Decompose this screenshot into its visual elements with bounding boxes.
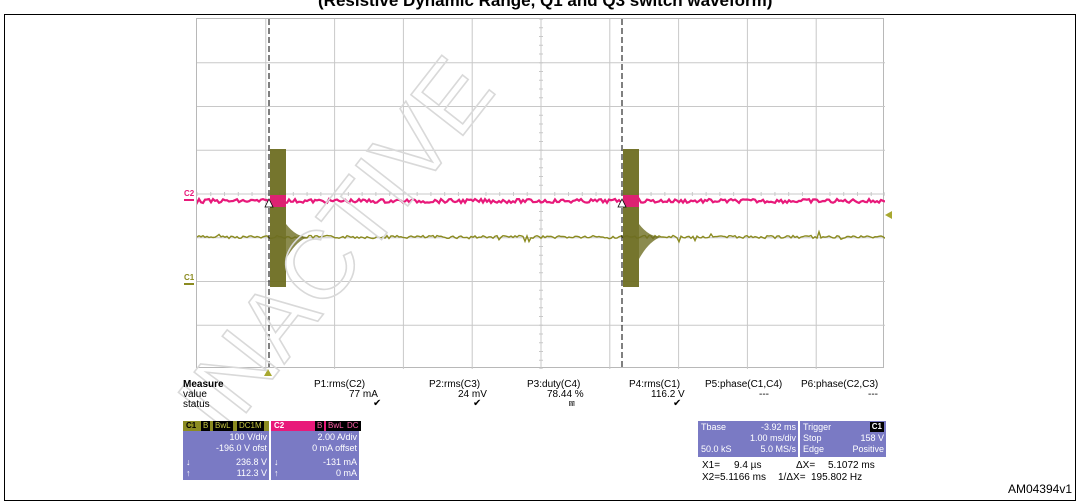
channel-c2-marker: C2 [184, 189, 194, 198]
c1-burst-tail [286, 224, 308, 259]
timebase-samples: 50.0 kS [701, 444, 732, 454]
channel-c2-marker-line [184, 199, 194, 201]
cursor-dx-label: ΔX= [796, 460, 815, 471]
c2-down-arrow-icon: ↓ [274, 457, 279, 467]
trigger-label: Trigger [803, 422, 831, 432]
measure-p1-status: ✔ [373, 398, 381, 409]
c1-tag-b: B [201, 421, 210, 431]
c2-tag-bwl: BwL [326, 421, 346, 431]
trigger-type: Edge [803, 444, 824, 454]
figure-id: AM04394v1 [1008, 482, 1072, 496]
c2-adiv: 2.00 A/div [317, 432, 357, 442]
trigger-level-arrow-icon [885, 211, 892, 219]
timebase-label: Tbase [701, 422, 726, 432]
measure-p4-status: ✔ [673, 398, 681, 409]
oscilloscope-screen [196, 18, 884, 368]
measure-p5-name: P5:phase(C1,C4) [705, 379, 782, 390]
cursor-x1-label: X1= [702, 460, 720, 471]
measure-row-label-status: status [183, 399, 210, 410]
c2-tag-dc: DC [345, 421, 361, 431]
c2-offset: 0 mA offset [312, 443, 357, 453]
channel-c1-marker: C1 [184, 273, 194, 282]
measure-p3-value: 78.44 % [547, 389, 584, 400]
c1-panel-label: C1 [184, 421, 198, 431]
timebase-panel[interactable]: Tbase -3.92 ms 1.00 ms/div 50.0 kS 5.0 M… [698, 421, 798, 457]
timebase-delay: -3.92 ms [761, 422, 796, 432]
c1-settings-panel[interactable]: C1 B BwL DC1M 100 V/div -196.0 V ofst ↓ … [183, 421, 269, 480]
c1-burst-tail [639, 224, 661, 259]
cursor-x2-value: 5.1166 ms [720, 472, 766, 483]
waveform-plot [197, 19, 885, 369]
c2-tag-b: B [315, 421, 324, 431]
cursor-inv-label: 1/ΔX= [778, 472, 806, 483]
channel-c1-marker-line [184, 283, 194, 285]
c2-panel-label: C2 [272, 421, 286, 431]
c1-down-arrow-icon: ↓ [186, 457, 191, 467]
c1-offset: -196.0 V ofst [216, 443, 267, 453]
c2-up-arrow-icon: ↑ [274, 468, 279, 478]
trigger-mode: Stop [803, 433, 822, 443]
trigger-panel[interactable]: Trigger C1 Stop 158 V Edge Positive [800, 421, 886, 457]
c2-up-value: 0 mA [336, 468, 357, 478]
measure-p5-value: --- [759, 389, 769, 400]
cursor-x2-label: X2= [702, 472, 720, 483]
timebase-rate: 5.0 MS/s [760, 444, 796, 454]
measure-p6-value: --- [868, 389, 878, 400]
trigger-channel-badge: C1 [870, 422, 884, 432]
c1-tag-dc1m: DC1M [237, 421, 264, 431]
c1-up-value: 112.3 V [237, 468, 267, 478]
c2-settings-panel[interactable]: C2 B BwL DC 2.00 A/div 0 mA offset ↓ -13… [271, 421, 359, 480]
c1-up-arrow-icon: ↑ [186, 468, 191, 478]
caption-strip: (Resistive Dynamic Range, Q1 and Q3 swit… [0, 0, 1080, 14]
trigger-position-arrow-icon [264, 369, 272, 376]
c1-switching-burst [270, 149, 286, 287]
measure-p6-name: P6:phase(C2,C3) [801, 379, 878, 390]
measure-p3-status: ⩎ [569, 398, 575, 409]
c1-vdiv: 100 V/div [229, 432, 267, 442]
cursor-x1-value: 9.4 µs [734, 460, 761, 471]
cursor-readout: X1= 9.4 µs ΔX= 5.1072 ms X2= 5.1166 ms 1… [700, 460, 890, 484]
cursor-inv-value: 195.802 Hz [811, 472, 862, 483]
c1-switching-burst [623, 149, 639, 287]
trigger-slope: Positive [852, 444, 884, 454]
timebase-tdiv: 1.00 ms/div [750, 433, 796, 443]
measure-p2-status: ✔ [473, 398, 481, 409]
cursor-dx-value: 5.1072 ms [828, 460, 875, 471]
c1-down-value: 236.8 V [236, 457, 267, 467]
c2-down-value: -131 mA [323, 457, 357, 467]
c1-tag-bwl: BwL [213, 421, 233, 431]
trigger-level: 158 V [860, 433, 884, 443]
figure-caption: (Resistive Dynamic Range, Q1 and Q3 swit… [318, 0, 772, 11]
